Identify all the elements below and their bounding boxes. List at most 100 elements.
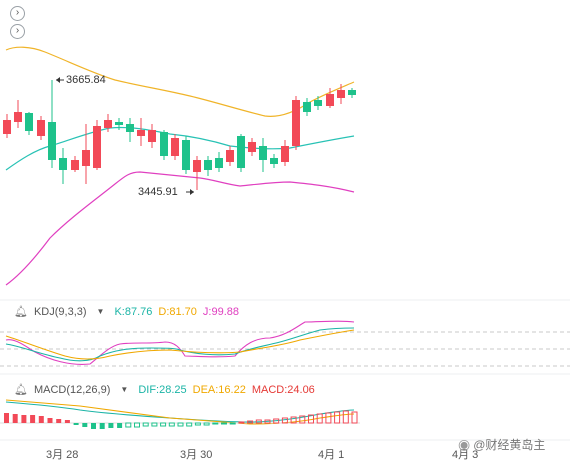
macd-bar	[238, 421, 245, 424]
candle[interactable]	[248, 142, 256, 152]
macd-bar	[82, 423, 88, 427]
candle[interactable]	[148, 130, 156, 142]
macd-bar	[125, 422, 132, 428]
candle[interactable]	[182, 140, 190, 170]
candle[interactable]	[303, 102, 311, 112]
candle[interactable]	[348, 90, 356, 95]
candle[interactable]	[160, 132, 168, 156]
macd-dea-line	[5, 399, 355, 425]
kdj-k-value: K:87.76	[114, 305, 153, 318]
bell-icon[interactable]: 🔔︎	[14, 306, 28, 318]
candle[interactable]	[237, 136, 245, 168]
macd-histogram	[4, 410, 358, 429]
candle[interactable]	[71, 160, 79, 170]
collapse-panel-button[interactable]: ›	[10, 6, 25, 21]
watermark: ◉ @财经黄岛主	[458, 436, 545, 453]
macd-bar	[47, 418, 53, 423]
kdj-k-line	[5, 327, 355, 362]
macd-bar	[221, 422, 227, 425]
macd-bar	[264, 419, 271, 424]
kdj-j-value: J:99.88	[202, 305, 240, 318]
candle[interactable]	[93, 126, 101, 168]
macd-dea-value: DEA:16.22	[192, 383, 246, 396]
macd-bar	[351, 411, 358, 424]
macd-bar	[203, 422, 210, 426]
candle[interactable]	[215, 158, 223, 168]
kdj-d-line	[5, 329, 355, 360]
macd-bar	[247, 420, 254, 424]
macd-bar	[168, 422, 175, 427]
caret-down-icon[interactable]: ▼	[120, 385, 129, 394]
macd-bar	[325, 412, 332, 424]
macd-bar	[281, 417, 288, 424]
macd-bar	[4, 413, 9, 423]
candle[interactable]	[126, 124, 134, 132]
macd-bar	[177, 422, 184, 427]
x-axis-label: 3月 30	[180, 449, 213, 461]
candle[interactable]	[82, 150, 90, 166]
low-price-label: 3445.91	[138, 186, 178, 198]
x-axis-label: 4月 3	[452, 449, 479, 461]
caret-down-icon[interactable]: ▼	[96, 307, 105, 316]
macd-bar	[160, 422, 167, 427]
high-price-label: 3665.84	[66, 74, 106, 86]
macd-name[interactable]: MACD(12,26,9)	[33, 383, 111, 396]
candle[interactable]	[25, 113, 33, 131]
kdj-d-value: D:81.70	[158, 305, 197, 318]
candle[interactable]	[3, 120, 11, 134]
watermark-text: @财经黄岛主	[473, 438, 546, 452]
candle[interactable]	[137, 130, 145, 136]
band-lower-line	[5, 171, 355, 286]
macd-bar	[108, 423, 114, 428]
candle[interactable]	[314, 100, 322, 106]
macd-bar	[229, 422, 236, 425]
candle[interactable]	[48, 122, 56, 160]
expand-panel-button[interactable]: ›	[10, 24, 25, 39]
candle[interactable]	[259, 146, 267, 160]
macd-bar	[151, 422, 158, 427]
bell-icon[interactable]: 🔔︎	[14, 384, 28, 396]
kdj-name[interactable]: KDJ(9,3,3)	[33, 305, 87, 318]
macd-indicator-header: 🔔︎ MACD(12,26,9) ▼ DIF:28.25 DEA:16.22 M…	[14, 383, 315, 397]
candle[interactable]	[171, 138, 179, 156]
candle[interactable]	[59, 158, 67, 170]
macd-bar	[30, 415, 36, 423]
band-upper-line	[5, 46, 355, 117]
macd-bar	[12, 414, 18, 423]
macd-bar	[290, 416, 297, 424]
macd-bar	[299, 415, 306, 424]
x-axis-label: 4月 1	[318, 449, 345, 461]
macd-bar	[38, 416, 44, 423]
macd-bar	[73, 423, 79, 425]
candle[interactable]	[270, 158, 278, 164]
candle[interactable]	[204, 160, 212, 170]
macd-bar	[21, 415, 27, 423]
candle[interactable]	[193, 160, 201, 172]
candle[interactable]	[226, 150, 234, 162]
kdj-indicator-header: 🔔︎ KDJ(9,3,3) ▼ K:87.76 D:81.70 J:99.88	[14, 305, 240, 319]
macd-bar	[99, 423, 105, 429]
candle[interactable]	[104, 120, 112, 128]
band-mid-line	[5, 126, 355, 171]
macd-bar	[255, 419, 262, 424]
kdj-j-line	[5, 320, 355, 365]
macd-bar	[308, 414, 314, 424]
macd-bar	[194, 422, 201, 426]
candle[interactable]	[14, 112, 22, 122]
macd-macd-value: MACD:24.06	[251, 383, 315, 396]
candle[interactable]	[337, 90, 345, 98]
macd-bar	[134, 422, 140, 428]
macd-bar	[117, 423, 123, 428]
candle[interactable]	[115, 122, 123, 125]
candle[interactable]	[37, 120, 45, 136]
chevron-right-icon: ›	[15, 25, 20, 36]
x-axis-label: 3月 28	[46, 449, 79, 461]
macd-bar	[186, 422, 193, 427]
candle[interactable]	[326, 94, 334, 106]
candle[interactable]	[292, 100, 300, 146]
macd-bar	[342, 410, 349, 424]
macd-bar	[56, 419, 62, 423]
macd-bar	[334, 411, 341, 424]
candle[interactable]	[281, 146, 289, 162]
